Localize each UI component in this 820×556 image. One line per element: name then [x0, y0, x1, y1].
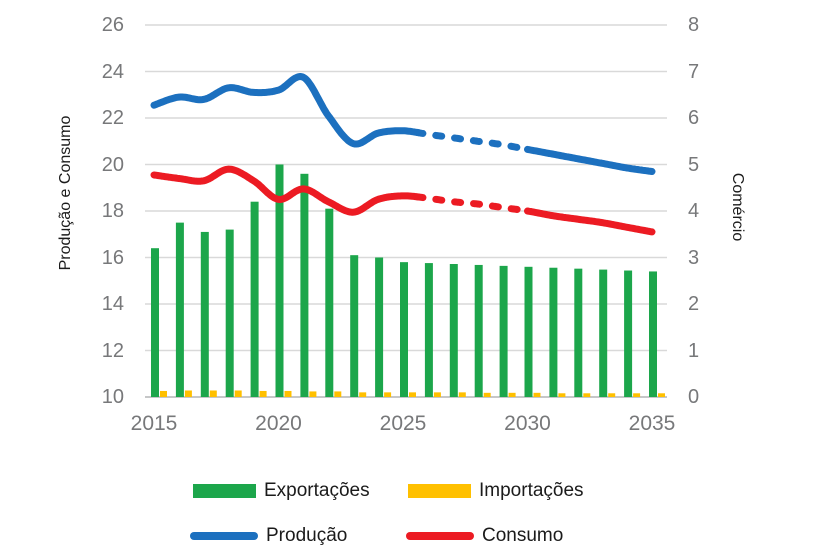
exportacoes-bar: [599, 269, 608, 397]
exportacoes-bar: [574, 268, 583, 397]
importacoes-bar: [533, 392, 541, 397]
left-axis-tick-label: 18: [101, 200, 124, 222]
importacoes-bar: [309, 391, 317, 397]
exportacoes-bar: [649, 271, 657, 397]
importacoes-bar: [658, 393, 665, 397]
right-axis-tick-label: 4: [688, 200, 700, 222]
exportacoes-bar: [400, 262, 408, 397]
exportacoes-bar: [449, 264, 458, 397]
exportacoes-bar: [225, 229, 234, 397]
importacoes-bar: [334, 391, 342, 397]
importacoes-bar: [284, 390, 292, 397]
right-axis-title: Comércio: [729, 172, 746, 242]
left-axis-tick-label: 24: [101, 60, 124, 83]
legend-swatch-producao: [190, 532, 258, 540]
importacoes-bar: [384, 392, 392, 397]
exportacoes-bar: [250, 201, 259, 397]
right-axis-tick-label: 5: [688, 153, 700, 176]
importacoes-bar: [608, 393, 616, 397]
right-axis-tick-label: 0: [688, 386, 700, 408]
right-axis-tick-label: 3: [688, 246, 700, 269]
exportacoes-bar: [350, 255, 359, 397]
producao-line-dashed: [413, 128, 531, 153]
left-axis-tick-label: 12: [101, 339, 124, 362]
importacoes-bar: [209, 390, 217, 397]
right-axis-tick-label: 1: [688, 339, 700, 362]
legend-item-consumo: Consumo: [406, 525, 563, 547]
legend-swatch-consumo: [406, 532, 474, 540]
importacoes-bar: [483, 392, 491, 397]
legend-label-exportacoes: Exportações: [264, 480, 370, 501]
legend-label-producao: Produção: [266, 525, 348, 546]
right-axis-tick-label: 6: [688, 107, 700, 129]
importacoes-bar: [433, 392, 441, 397]
importacoes-bar: [184, 390, 192, 397]
x-axis-tick-label: 2035: [628, 412, 676, 435]
consumo-line-solid: [150, 165, 423, 216]
left-axis-tick-label: 16: [101, 246, 124, 269]
exportacoes-bar: [275, 164, 284, 397]
exportacoes-bar: [325, 208, 334, 397]
legend-item-exportacoes: Exportações: [193, 480, 370, 502]
legend-label-consumo: Consumo: [482, 525, 564, 546]
importacoes-bar: [409, 392, 416, 397]
exportacoes-bar: [499, 265, 508, 397]
consumo-line-dashed: [413, 193, 531, 215]
importacoes-bar: [259, 390, 267, 397]
importacoes-bar: [234, 390, 242, 397]
x-axis-tick-label: 2015: [130, 412, 178, 435]
importacoes-bar: [508, 392, 516, 397]
exportacoes-bar: [300, 173, 309, 397]
left-axis-tick-label: 26: [101, 14, 124, 36]
exportacoes-bar: [474, 264, 483, 397]
right-axis-tick-label: 2: [688, 293, 700, 315]
importacoes-bar: [633, 393, 641, 397]
x-axis-tick-label: 2030: [504, 412, 551, 435]
exportacoes-bar: [624, 270, 633, 397]
exportacoes-bar: [375, 257, 384, 397]
producao-line-solid: [150, 73, 423, 148]
exportacoes-bar: [549, 267, 558, 397]
exportacoes-bar: [151, 248, 159, 397]
left-axis-tick-label: 14: [101, 293, 124, 315]
right-axis-tick-label: 7: [688, 60, 700, 83]
importacoes-bar: [359, 392, 367, 397]
x-axis-tick-label: 2020: [255, 412, 302, 435]
importacoes-bar: [558, 393, 566, 397]
consumo-line-solid: [524, 207, 656, 236]
left-axis-tick-label: 20: [101, 153, 124, 176]
x-axis-tick-label: 2025: [379, 412, 427, 435]
importacoes-bar: [583, 393, 591, 397]
importacoes-bar: [458, 392, 466, 397]
legend-swatch-importacoes: [408, 484, 471, 498]
right-axis-tick-label: 8: [688, 14, 700, 36]
producao-line-solid: [524, 145, 656, 175]
left-axis-title: Produção e Consumo: [57, 115, 74, 271]
exportacoes-bar: [524, 266, 533, 397]
plot-area: [145, 24, 667, 398]
exportacoes-bar: [200, 231, 209, 397]
exportacoes-bar: [175, 222, 184, 397]
legend-item-importacoes: Importações: [408, 480, 584, 502]
legend-item-producao: Produção: [190, 525, 347, 547]
left-axis-tick-label: 10: [101, 386, 124, 408]
exportacoes-bar: [424, 263, 433, 397]
importacoes-bar: [160, 390, 167, 397]
left-axis-tick-label: 22: [101, 107, 124, 129]
legend-label-importacoes: Importações: [479, 480, 584, 501]
legend-swatch-exportacoes: [193, 484, 256, 498]
